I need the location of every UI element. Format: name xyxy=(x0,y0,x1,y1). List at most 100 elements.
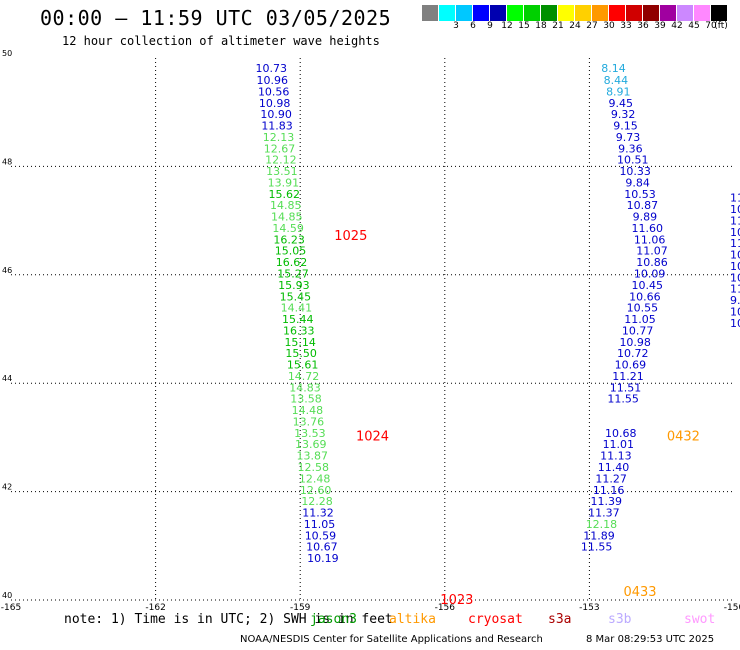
legend-swatch xyxy=(524,5,541,21)
wave-height-label: 10.1 xyxy=(730,317,740,330)
pass-time-label: 0432 xyxy=(667,429,700,444)
pass-time-label: 1025 xyxy=(334,229,367,244)
legend-label: 24 xyxy=(569,21,581,31)
legend-label: 39 xyxy=(654,21,666,31)
wave-height-label: 15.14 xyxy=(284,336,316,349)
wave-height-label: 11.07 xyxy=(636,245,668,258)
wave-height-label: 11.27 xyxy=(595,472,627,485)
wave-height-label: 11.37 xyxy=(588,507,620,520)
wave-height-label: 11.21 xyxy=(612,370,644,383)
wave-height-label: 10.67 xyxy=(306,541,338,554)
page-title: 00:00 – 11:59 UTC 03/05/2025 xyxy=(40,6,392,30)
wave-height-label: 12.48 xyxy=(299,472,331,485)
wave-height-label: 10.66 xyxy=(629,290,661,303)
wave-height-label: 15.61 xyxy=(287,359,319,372)
legend-swatch xyxy=(626,5,643,21)
wave-height-label: 9.89 xyxy=(633,211,658,224)
legend-label: 12 xyxy=(501,21,513,31)
x-tick-label: -162 xyxy=(145,603,165,613)
wave-height-label: 10.9 xyxy=(730,203,740,216)
wave-height-label: 12.60 xyxy=(300,484,332,497)
color-scale-legend xyxy=(422,5,728,21)
wave-height-label: 10.56 xyxy=(258,85,290,98)
legend-swatch xyxy=(507,5,524,21)
y-tick-label: 40 xyxy=(2,591,12,600)
legend-swatch xyxy=(643,5,660,21)
wave-height-label: 14.59 xyxy=(272,222,304,235)
wave-height-label: 11.55 xyxy=(607,393,639,406)
note-text: note: 1) Time is in UTC; 2) SWH is in fe… xyxy=(64,612,393,627)
y-tick-label: 42 xyxy=(2,483,12,492)
legend-swatch xyxy=(677,5,694,21)
wave-height-label: 15.44 xyxy=(282,313,314,326)
legend-label: 42 xyxy=(671,21,683,31)
footer-credit: NOAA/NESDIS Center for Satellite Applica… xyxy=(240,634,543,645)
wave-height-label: 13.76 xyxy=(293,415,325,428)
wave-height-label: 10.45 xyxy=(631,279,663,292)
wave-height-label: 11.55 xyxy=(581,541,613,554)
wave-height-label: 14.72 xyxy=(288,370,320,383)
pass-time-label: 1024 xyxy=(356,429,389,444)
wave-height-label: 15.27 xyxy=(277,268,309,281)
wave-height-label: 9.15 xyxy=(613,120,638,133)
legend-label: 36 xyxy=(637,21,649,31)
wave-height-label: 10.96 xyxy=(256,74,288,87)
wave-height-label: 11.16 xyxy=(593,484,625,497)
wave-height-label: 10.77 xyxy=(622,324,654,337)
legend-label: 70 xyxy=(705,21,717,31)
wave-height-label: 11.0 xyxy=(730,237,740,250)
legend-label: 3 xyxy=(453,21,459,31)
wave-height-label: 15.50 xyxy=(285,347,317,360)
legend-swatch xyxy=(422,5,439,21)
wave-height-label: 13.91 xyxy=(268,176,300,189)
legend-swatch xyxy=(490,5,507,21)
wave-height-label: 12.18 xyxy=(586,518,618,531)
wave-height-label: 10.68 xyxy=(605,427,637,440)
wave-height-label: 12.12 xyxy=(265,154,297,167)
x-tick-label: -153 xyxy=(579,603,599,613)
x-tick-label: -156 xyxy=(435,603,456,613)
legend-swatch xyxy=(711,5,728,21)
satellite-s3b: s3b xyxy=(608,612,632,627)
wave-height-label: 10.7 xyxy=(730,226,740,239)
legend-swatch xyxy=(609,5,626,21)
wave-height-label: 15.93 xyxy=(278,279,310,292)
wave-height-label: 10.8 xyxy=(730,249,740,262)
satellite-altika: altika xyxy=(389,612,436,627)
wave-height-label: 13.53 xyxy=(294,427,326,440)
satellite-jason3: jason3 xyxy=(310,612,357,627)
wave-height-label: 10.98 xyxy=(619,336,651,349)
wave-height-label: 9.36 xyxy=(618,142,643,155)
legend-label: 18 xyxy=(535,21,547,31)
wave-height-label: 11.01 xyxy=(603,438,635,451)
wave-height-label: 9.84 xyxy=(625,176,650,189)
wave-height-label: 10.98 xyxy=(259,97,291,110)
wave-height-label: 10.09 xyxy=(634,268,666,281)
wave-height-label: 10.86 xyxy=(636,256,668,269)
legend-label: 33 xyxy=(620,21,632,31)
wave-height-label: 9.32 xyxy=(611,108,636,121)
legend-label: 9 xyxy=(487,21,493,31)
wave-height-label: 10.90 xyxy=(260,108,292,121)
wave-height-label: 16.62 xyxy=(276,256,308,269)
wave-height-label: 10.19 xyxy=(307,552,339,565)
wave-height-label: 9.45 xyxy=(608,97,633,110)
legend-swatch xyxy=(592,5,609,21)
wave-height-label: 12.28 xyxy=(301,495,333,508)
legend-label: 15 xyxy=(518,21,530,31)
wave-height-label: 11.51 xyxy=(610,381,642,394)
wave-height-label: 10.55 xyxy=(627,302,659,315)
legend-swatch xyxy=(660,5,677,21)
wave-height-label: 8.14 xyxy=(601,62,626,75)
wave-height-label: 10.72 xyxy=(617,347,649,360)
wave-height-label: 14.48 xyxy=(292,404,324,417)
wave-height-label: 13.87 xyxy=(297,450,329,463)
wave-height-label: 8.91 xyxy=(606,85,631,98)
legend-swatch xyxy=(575,5,592,21)
wave-height-label: 10.73 xyxy=(256,62,288,75)
wave-height-label: 10.87 xyxy=(627,199,659,212)
wave-height-label: 15.62 xyxy=(269,188,301,201)
wave-height-label: 10.5 xyxy=(730,260,740,273)
satellite-cryosat: cryosat xyxy=(468,612,523,627)
